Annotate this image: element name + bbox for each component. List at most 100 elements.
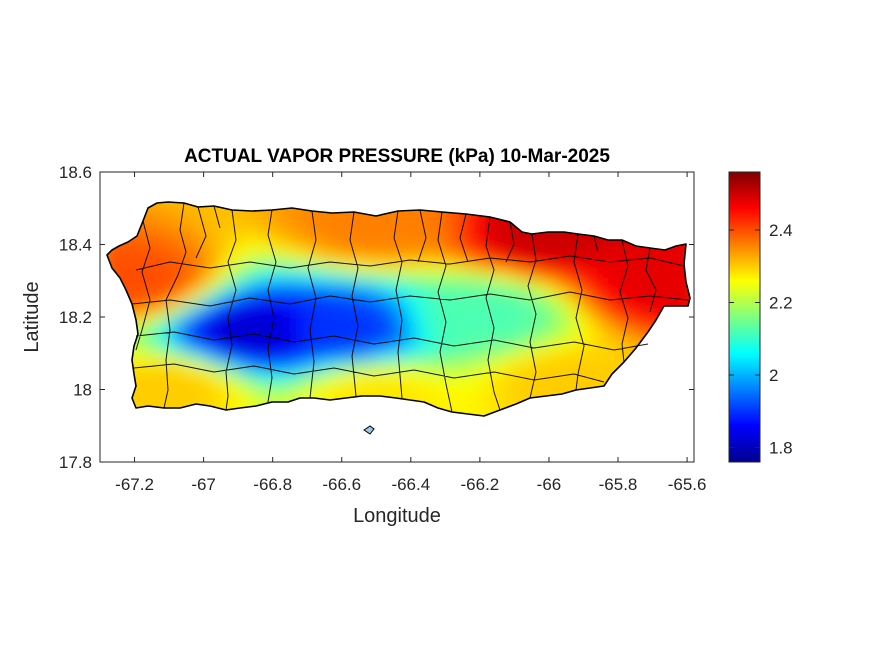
field-cell [170, 342, 181, 353]
field-cell [510, 232, 521, 243]
field-cell [400, 322, 411, 333]
field-cell [170, 252, 181, 263]
field-cell [580, 262, 591, 273]
field-cell [330, 382, 341, 393]
field-cell [260, 352, 271, 363]
field-cell [360, 382, 371, 393]
field-cell [380, 352, 391, 363]
field-cell [670, 262, 681, 273]
field-cell [180, 232, 191, 243]
field-cell [270, 372, 281, 383]
field-cell [500, 372, 511, 383]
field-cell [440, 392, 451, 403]
field-cell [480, 272, 491, 283]
field-cell [270, 252, 281, 263]
field-cell [610, 322, 621, 333]
field-cell [370, 282, 381, 293]
field-cell [280, 342, 291, 353]
field-cell [380, 302, 391, 313]
field-cell [530, 302, 541, 313]
field-cell [520, 352, 531, 363]
field-cell [550, 312, 561, 323]
field-cell [150, 382, 161, 393]
field-cell [430, 362, 441, 373]
field-cell [360, 252, 371, 263]
field-cell [190, 332, 201, 343]
field-cell [650, 282, 661, 293]
field-cell [670, 252, 681, 263]
field-cell [600, 272, 611, 283]
field-cell [540, 262, 551, 273]
field-cell [240, 392, 251, 403]
field-cell [460, 392, 471, 403]
field-cell [430, 262, 441, 273]
field-cell [230, 322, 241, 333]
field-cell [510, 332, 521, 343]
field-cell [260, 232, 271, 243]
field-cell [400, 282, 411, 293]
field-cell [370, 222, 381, 233]
field-cell [450, 312, 461, 323]
island-outline [106, 201, 691, 417]
field-cell [160, 262, 171, 273]
field-cell [120, 252, 131, 263]
field-cell [180, 322, 191, 333]
field-cell [580, 312, 591, 323]
field-cell [480, 302, 491, 313]
field-cell [640, 272, 651, 283]
field-cell [520, 372, 531, 383]
field-cell [280, 272, 291, 283]
field-cell [590, 342, 601, 353]
field-cell [490, 322, 501, 333]
field-cell [360, 272, 371, 283]
field-cell [300, 352, 311, 363]
field-cell [140, 212, 151, 223]
field-cell [260, 252, 271, 263]
field-cell [160, 242, 171, 253]
field-cell [620, 252, 631, 263]
field-cell [540, 342, 551, 353]
field-cell [440, 402, 451, 413]
field-cell [240, 272, 251, 283]
field-cell [610, 362, 621, 373]
y-tick-label: 18.4 [59, 236, 92, 255]
field-cell [180, 302, 191, 313]
field-cell [640, 302, 651, 313]
field-cell [140, 392, 151, 403]
field-cell [160, 312, 171, 323]
field-cell [540, 382, 551, 393]
field-cell [560, 362, 571, 373]
field-cell [170, 262, 181, 273]
field-cell [220, 332, 231, 343]
field-cell [580, 252, 591, 263]
field-cell [550, 352, 561, 363]
field-cell [140, 332, 151, 343]
field-cell [260, 342, 271, 353]
field-cell [140, 292, 151, 303]
field-cell [150, 222, 161, 233]
field-cell [420, 382, 431, 393]
y-tick-label: 18.2 [59, 308, 92, 327]
field-cell [200, 362, 211, 373]
field-cell [330, 232, 341, 243]
field-cell [570, 242, 581, 253]
field-cell [320, 302, 331, 313]
field-cell [320, 262, 331, 273]
field-cell [570, 322, 581, 333]
field-cell [380, 232, 391, 243]
field-cell [150, 282, 161, 293]
field-cell [280, 362, 291, 373]
field-cell [600, 352, 611, 363]
field-cell [240, 252, 251, 263]
field-cell [520, 382, 531, 393]
field-cell [570, 302, 581, 313]
field-cell [420, 352, 431, 363]
field-cell [140, 222, 151, 233]
field-cell [200, 272, 211, 283]
field-cell [160, 212, 171, 223]
field-cell [330, 302, 341, 313]
field-cell [430, 352, 441, 363]
field-cell [240, 332, 251, 343]
field-cell [270, 322, 281, 333]
field-cell [630, 332, 641, 343]
